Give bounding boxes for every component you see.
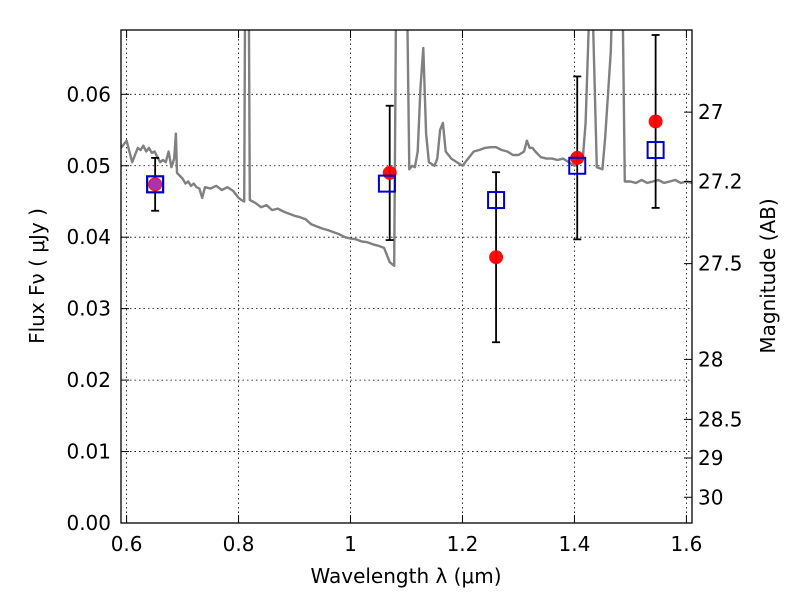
model-point bbox=[487, 191, 506, 210]
x-tick-label: 0.8 bbox=[223, 532, 255, 556]
x-tick-label: 0.6 bbox=[111, 532, 143, 556]
spectrum-line bbox=[121, 30, 692, 267]
y-tick-label: 0.00 bbox=[66, 511, 111, 535]
model-spectrum bbox=[121, 30, 692, 267]
ticks: 0.6 0.8 1 1.2 1.4 1.6 0.00 0.01 0.02 0.03 0.04 0.05… bbox=[66, 30, 743, 556]
right-tick-label: 27.2 bbox=[698, 169, 743, 193]
observed-point bbox=[489, 250, 504, 265]
x-axis-label: Wavelength λ (μm) bbox=[310, 564, 501, 588]
y-axis-label: Flux Fν ( μJy ) bbox=[25, 208, 49, 344]
model-point bbox=[146, 175, 165, 194]
observed-point bbox=[648, 114, 663, 129]
y-tick-label: 0.02 bbox=[66, 368, 111, 392]
model-point bbox=[568, 156, 587, 175]
y-tick-label: 0.06 bbox=[66, 82, 111, 106]
right-tick-label: 27 bbox=[698, 100, 723, 124]
x-tick-label: 1.6 bbox=[670, 532, 702, 556]
right-axis-label: Magnitude (AB) bbox=[756, 198, 780, 353]
y-tick-label: 0.05 bbox=[66, 154, 111, 178]
plot-frame bbox=[120, 29, 693, 524]
model-point bbox=[646, 141, 665, 160]
overlap-point bbox=[149, 178, 162, 191]
right-tick-label: 27.5 bbox=[698, 252, 743, 276]
data-markers bbox=[146, 34, 665, 344]
y-tick-label: 0.04 bbox=[66, 225, 111, 249]
y-tick-label: 0.01 bbox=[66, 440, 111, 464]
x-tick-label: 1 bbox=[344, 532, 357, 556]
right-tick-label: 30 bbox=[698, 485, 723, 509]
model-point bbox=[377, 174, 396, 193]
x-tick-label: 1.4 bbox=[559, 532, 591, 556]
x-tick-label: 1.2 bbox=[447, 532, 479, 556]
right-tick-label: 28 bbox=[698, 347, 723, 371]
right-tick-label: 28.5 bbox=[698, 407, 743, 431]
right-tick-label: 29 bbox=[698, 446, 723, 470]
y-tick-label: 0.03 bbox=[66, 297, 111, 321]
